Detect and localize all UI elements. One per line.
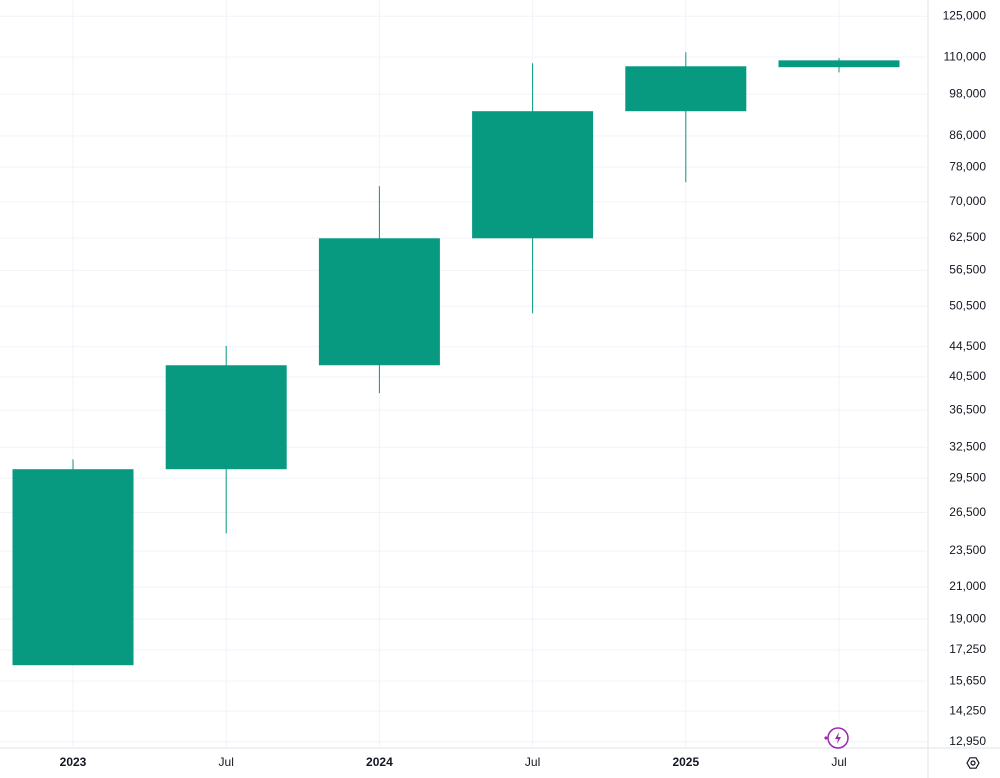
x-tick-label: Jul: [219, 755, 234, 769]
candle-body: [165, 365, 287, 470]
settings-icon[interactable]: [966, 757, 980, 769]
y-tick-label: 125,000: [943, 8, 987, 22]
x-tick-label: 2024: [366, 755, 393, 769]
y-tick-label: 26,500: [949, 505, 986, 519]
y-tick-label: 36,500: [949, 402, 986, 416]
x-tick-label: Jul: [831, 755, 846, 769]
y-tick-label: 56,500: [949, 263, 986, 277]
y-tick-label: 110,000: [944, 49, 987, 63]
y-tick-label: 19,000: [949, 611, 986, 625]
candle-body: [318, 238, 440, 366]
y-tick-label: 29,500: [949, 470, 986, 484]
y-tick-label: 15,650: [949, 673, 986, 687]
y-tick-label: 98,000: [949, 86, 986, 100]
y-tick-label: 21,000: [949, 579, 986, 593]
y-tick-label: 78,000: [949, 159, 986, 173]
y-tick-label: 86,000: [949, 128, 986, 142]
x-tick-label: Jul: [525, 755, 540, 769]
candle-body: [625, 66, 747, 112]
y-tick-label: 70,000: [949, 194, 986, 208]
x-tick-label: 2025: [672, 755, 699, 769]
y-tick-label: 62,500: [949, 230, 986, 244]
y-tick-label: 17,250: [949, 642, 986, 656]
y-tick-label: 40,500: [949, 369, 986, 383]
y-tick-label: 12,950: [949, 734, 986, 748]
y-tick-label: 50,500: [949, 298, 986, 312]
y-tick-label: 32,500: [949, 439, 986, 453]
y-tick-label: 14,250: [949, 703, 986, 717]
candle-body: [778, 60, 900, 68]
ai-icon[interactable]: [824, 727, 849, 749]
candle-body: [472, 111, 594, 239]
candle-body: [12, 469, 134, 666]
x-tick-label: 2023: [60, 755, 87, 769]
y-tick-label: 44,500: [949, 339, 986, 353]
y-tick-label: 23,500: [949, 543, 986, 557]
